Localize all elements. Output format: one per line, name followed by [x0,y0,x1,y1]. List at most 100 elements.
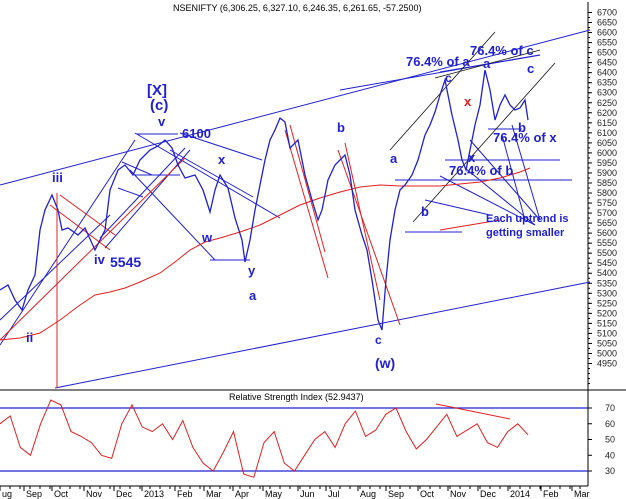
wave-label-a3: a [483,56,491,71]
x-tick-label: Nov [86,489,103,499]
y-tick-label: 5500 [597,248,617,258]
wave-label-v: v [158,114,166,129]
y-tick-label: 5650 [597,218,617,228]
note-line-1: Each uptrend is [486,213,569,225]
x-tick-label: Mar [206,489,222,499]
y-tick-label: 6100 [597,128,617,138]
trend-channels [0,29,591,389]
y-tick-label: 5900 [597,168,617,178]
y-tick-label: 5150 [597,318,617,328]
wave-label-x: x [218,152,226,167]
wave-label-x3: x [468,150,476,165]
wave-label-iii: iii [52,170,63,185]
y-tick-label: 6550 [597,38,617,48]
x-axis: ug Sep Oct Nov Dec 2013 Feb Mar Apr May Jun Jul Aug S… [0,486,590,499]
red-channels [0,124,501,388]
x-tick-label: Mar [574,489,590,499]
y-tick-label: 6600 [597,28,617,38]
wave-label-a2: a [390,151,398,166]
y-tick-label: 6700 [597,8,617,18]
y-tick-label: 6200 [597,108,617,118]
y-tick-label: 5250 [597,298,617,308]
rsi-line [0,399,529,478]
y-tick-label: 5200 [597,308,617,318]
y-tick-label: 6250 [597,98,617,108]
wave-label-x-red: x [464,94,472,109]
x-tick-label: Jun [300,489,315,499]
y-tick-label: 5300 [597,288,617,298]
rsi-tick-label: 70 [605,403,615,413]
y-tick-label: 5700 [597,208,617,218]
wave-label-c3: c [527,61,534,76]
y-tick-label: 5550 [597,238,617,248]
rsi-tick-label: 40 [605,450,615,460]
x-tick-label: 2014 [510,489,530,499]
y-tick-label: 6000 [597,148,617,158]
y-tick-label: 5350 [597,278,617,288]
y-tick-label: 5100 [597,328,617,338]
x-tick-label: ug [2,489,12,499]
price-line [0,69,529,331]
y-tick-label: 6500 [597,48,617,58]
y-tick-label: 6650 [597,18,617,28]
fib-76-of-x: 76.4% of x [493,130,557,145]
note-line-2: getting smaller [486,227,565,239]
wave-label-b2: b [421,204,429,219]
x-tick-label: Oct [420,489,435,499]
fib-76-of-a: 76.4% of a [406,54,470,69]
x-tick-label: Sep [26,489,42,499]
x-tick-label: Apr [235,489,249,499]
x-tick-label: Sep [388,489,404,499]
black-trendlines [389,31,556,223]
x-tick-label: Feb [543,489,559,499]
wave-label-iv: iv [94,252,106,267]
y-tick-label: 6350 [597,78,617,88]
wave-label-b: b [337,120,345,135]
y-tick-label: 5850 [597,178,617,188]
y-tick-label: 5800 [597,188,617,198]
x-tick-label: Nov [450,489,467,499]
x-tick-label: Dec [480,489,497,499]
rsi-title: Relative Strength Index (52.9437) [229,392,364,402]
level-5545: 5545 [110,254,141,270]
y-tick-label: 5400 [597,268,617,278]
x-tick-label: Dec [116,489,133,499]
wave-label-y: y [248,263,256,278]
y-tick-label: 6450 [597,58,617,68]
y-tick-label: 5000 [597,348,617,358]
y-tick-label: 5950 [597,158,617,168]
wave-label-w: w [201,230,213,245]
wave-label-X: [X] [147,82,167,99]
wave-label-c-paren: (c) [150,97,168,114]
wave-label-c2: c [445,71,452,85]
x-tick-label: Oct [54,489,69,499]
wave-label-w-paren: (w) [375,355,395,371]
rsi-tick-label: 60 [605,419,615,429]
x-tick-label: 2013 [144,489,164,499]
rsi-y-axis: 70 60 50 40 30 [588,403,615,476]
wave-label-a: a [249,288,257,303]
level-6100: 6100 [182,126,211,141]
y-tick-label: 6400 [597,68,617,78]
y-tick-label: 5750 [597,198,617,208]
fib-76-of-c: 76.4% of c [470,43,534,58]
y-tick-label: 6050 [597,138,617,148]
wave-label-b3: b [518,120,526,135]
y-tick-label: 4950 [597,359,617,369]
wave-label-c: c [375,333,382,347]
x-tick-label: Jul [328,489,340,499]
x-tick-label: Feb [177,489,193,499]
x-tick-label: Aug [360,489,376,499]
y-tick-label: 5600 [597,228,617,238]
y-tick-label: 6300 [597,88,617,98]
rsi-tick-label: 50 [605,435,615,445]
moving-average-line [0,167,531,341]
x-tick-label: May [265,489,283,499]
chart-title: NSENIFTY (6,306.25, 6,327.10, 6,246.35, … [173,3,422,13]
rsi-tick-label: 30 [605,466,615,476]
rsi-divergence-line [435,403,511,420]
y-tick-label: 5050 [597,338,617,348]
price-y-axis: 6700665066006550650064506400635063006250… [588,8,617,385]
fib-76-of-b: 76.4% of b [449,163,513,178]
